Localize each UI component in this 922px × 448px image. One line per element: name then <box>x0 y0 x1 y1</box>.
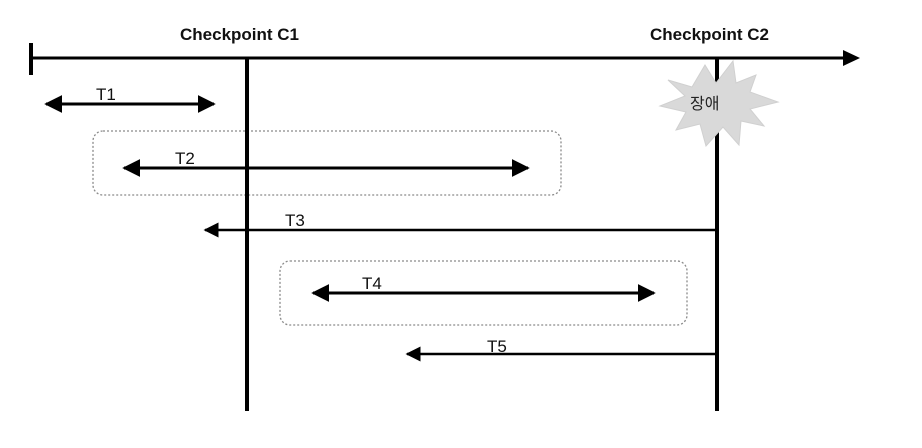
checkpoint-c2-label: Checkpoint C2 <box>650 26 769 43</box>
checkpoint-c1-label: Checkpoint C1 <box>180 26 299 43</box>
t2-group-box <box>93 131 561 195</box>
t4-label: T4 <box>362 275 382 292</box>
timeline-arrowhead <box>843 50 860 66</box>
failure-label: 장애 <box>690 96 719 112</box>
t1-label: T1 <box>96 86 116 103</box>
t3-label: T3 <box>285 212 305 229</box>
t5-label: T5 <box>487 338 507 355</box>
t2-label: T2 <box>175 150 195 167</box>
